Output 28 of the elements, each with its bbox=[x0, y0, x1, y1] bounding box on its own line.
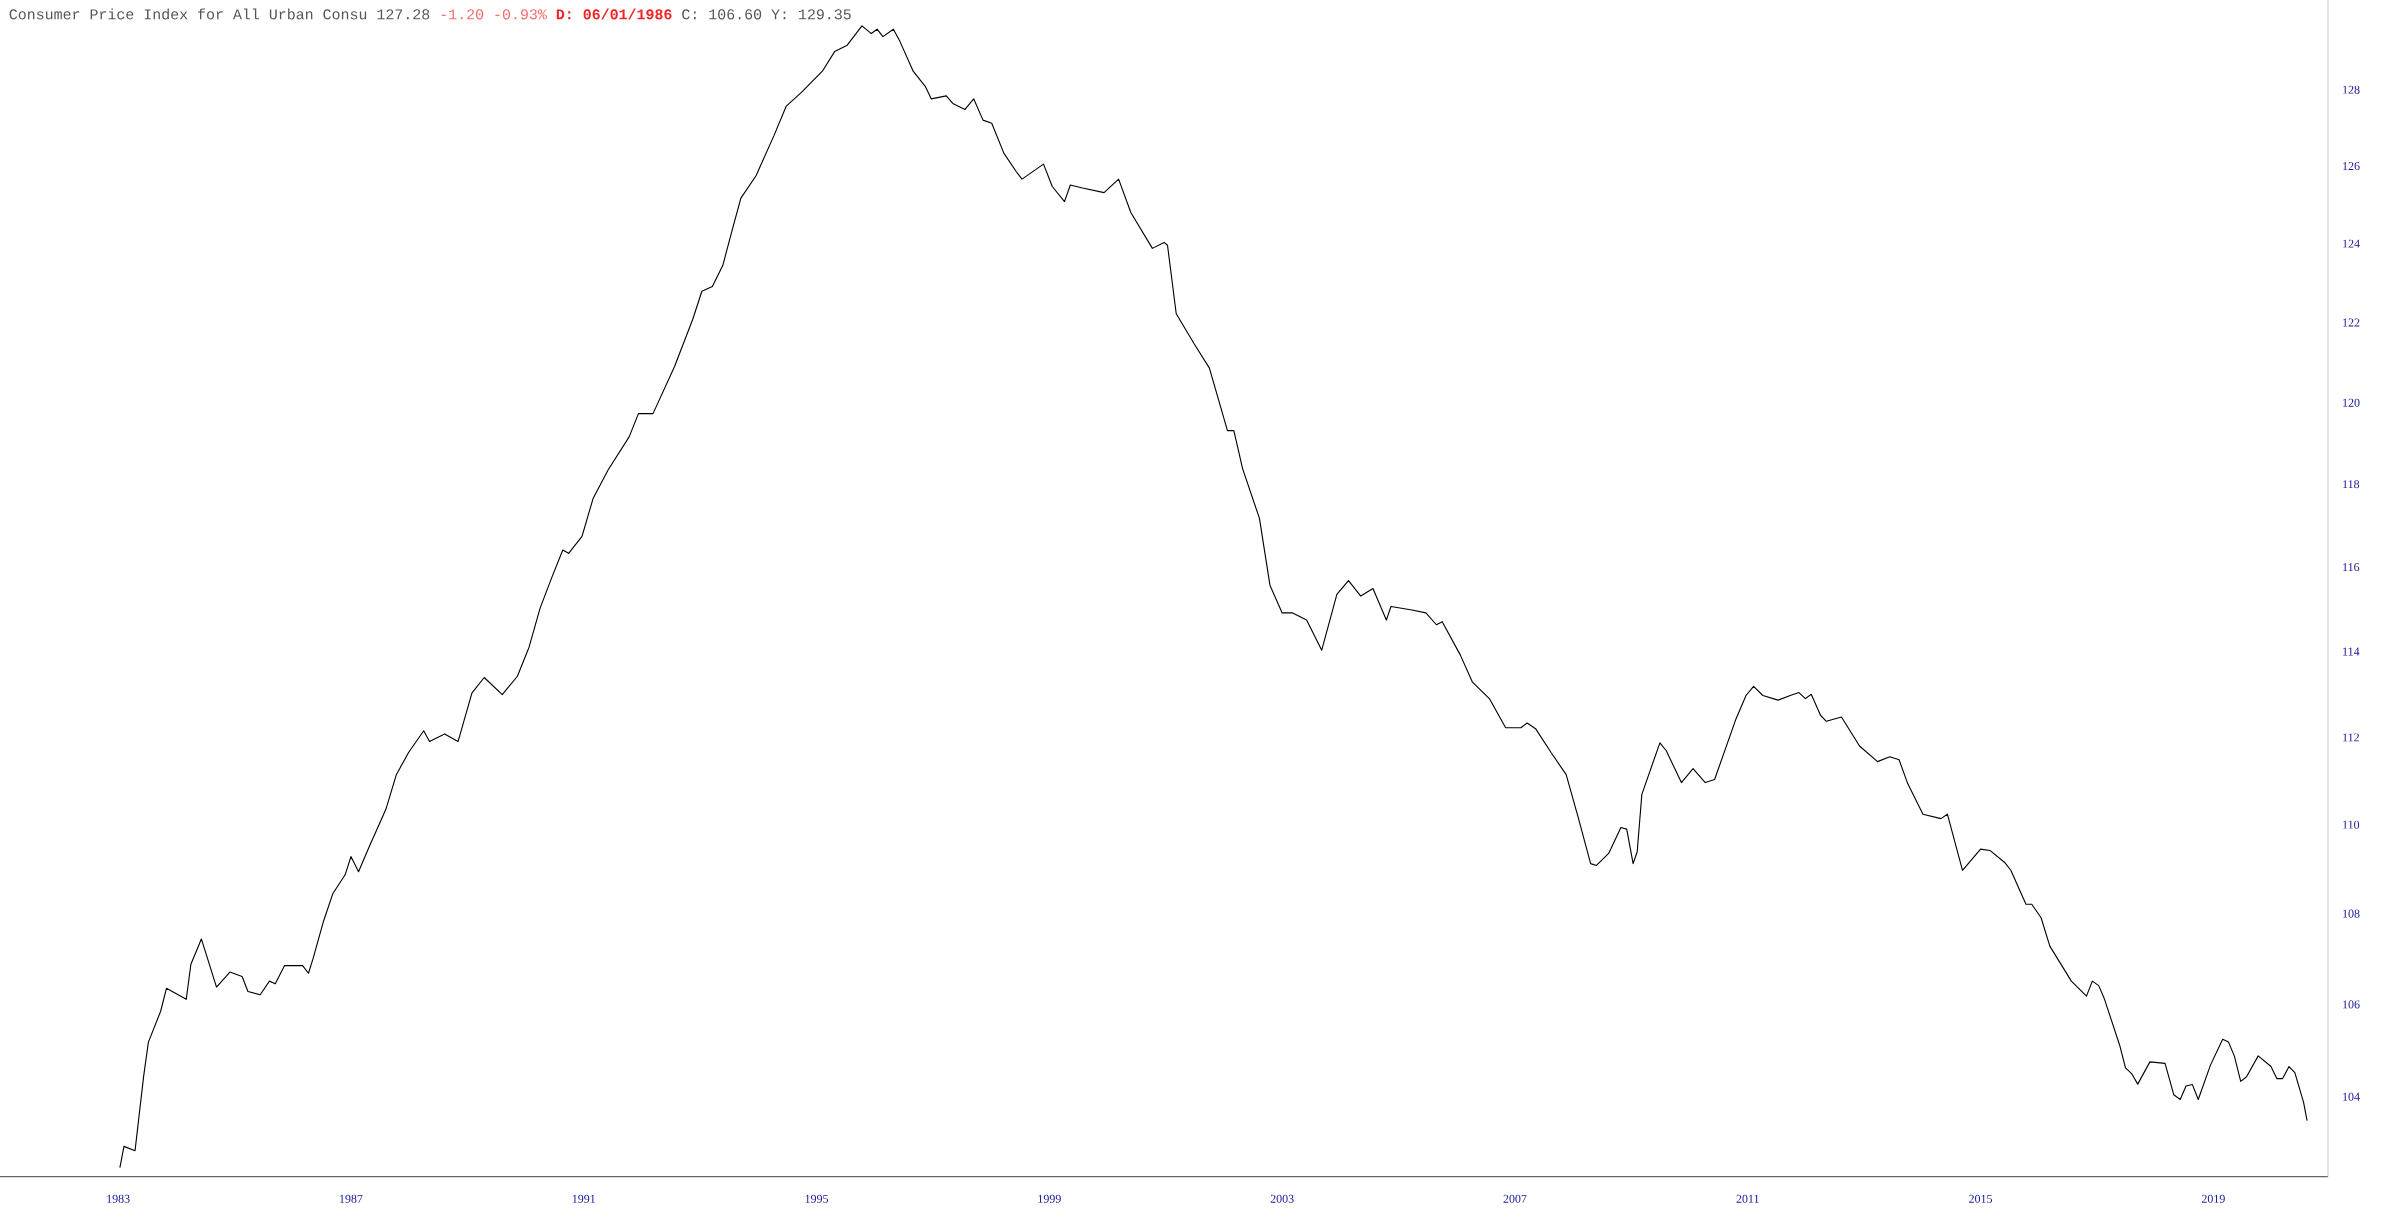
y-tick-label: 118 bbox=[2343, 480, 2360, 489]
y-tick-label: 122 bbox=[2343, 318, 2360, 327]
annotation: C: 106.60 Y: 129.35 bbox=[682, 9, 851, 20]
x-tick-label: 1991 bbox=[572, 1194, 595, 1203]
y-tick-label: 114 bbox=[2343, 647, 2360, 656]
x-tick-label: 1983 bbox=[107, 1194, 130, 1203]
x-tick-label: 1995 bbox=[805, 1194, 829, 1203]
x-tick-label: 2007 bbox=[1503, 1194, 1527, 1203]
y-tick-label: 112 bbox=[2343, 733, 2359, 742]
x-tick-label: 2011 bbox=[1736, 1194, 1759, 1203]
y-tick-label: 126 bbox=[2343, 162, 2360, 171]
y-tick-label: 110 bbox=[2343, 820, 2360, 829]
x-tick-label: 2003 bbox=[1270, 1194, 1294, 1203]
y-tick-label: 116 bbox=[2343, 563, 2360, 572]
x-tick-label: 2015 bbox=[1969, 1194, 1993, 1203]
y-tick-label: 128 bbox=[2343, 85, 2360, 94]
y-tick-label: 120 bbox=[2343, 398, 2360, 407]
line-series bbox=[119, 25, 2308, 1169]
x-tick-label: 2019 bbox=[2201, 1194, 2225, 1203]
y-tick-label: 104 bbox=[2343, 1092, 2360, 1101]
chart-title: Consumer Price Index for All Urban Consu 127.28 bbox=[9, 8, 430, 20]
annotation: -1.20 -0.93% bbox=[441, 9, 547, 20]
y-tick-label: 124 bbox=[2343, 239, 2360, 248]
x-tick-label: 1999 bbox=[1038, 1194, 1061, 1203]
y-tick-label: 106 bbox=[2343, 1000, 2360, 1009]
annotation: D: 06/01/1986 bbox=[556, 8, 672, 20]
x-tick-label: 1987 bbox=[340, 1194, 363, 1203]
y-tick-label: 108 bbox=[2343, 909, 2360, 918]
